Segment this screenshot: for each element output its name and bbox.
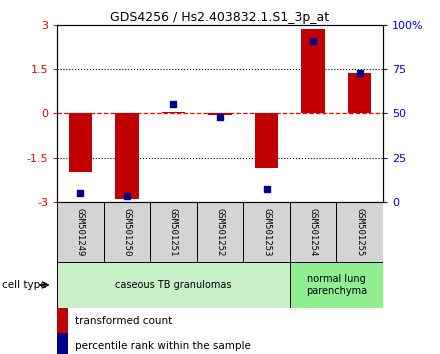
Bar (243, 202, 290, 262)
Bar (115, 113, 139, 199)
Title: GDS4256 / Hs2.403832.1.S1_3p_at: GDS4256 / Hs2.403832.1.S1_3p_at (110, 11, 330, 24)
Text: normal lung
parenchyma: normal lung parenchyma (306, 274, 367, 296)
Bar (209, 113, 231, 115)
Text: cell type: cell type (2, 280, 47, 290)
Bar (290, 202, 336, 262)
Text: GSM501253: GSM501253 (262, 208, 271, 256)
Bar (336, 202, 383, 262)
Bar (57, 333, 68, 354)
Bar (255, 113, 278, 168)
Bar (57, 308, 68, 333)
Text: GSM501255: GSM501255 (355, 208, 364, 256)
Text: caseous TB granulomas: caseous TB granulomas (115, 280, 232, 290)
Bar (290, 262, 383, 308)
Bar (57, 262, 290, 308)
Bar (57, 202, 104, 262)
Text: GSM501250: GSM501250 (122, 208, 132, 256)
Text: GSM501254: GSM501254 (308, 208, 318, 256)
Text: transformed count: transformed count (75, 316, 172, 326)
Text: GSM501252: GSM501252 (216, 208, 224, 256)
Bar (348, 74, 371, 113)
Text: GSM501249: GSM501249 (76, 208, 85, 256)
Bar (69, 113, 92, 172)
Bar (162, 112, 185, 113)
Bar (150, 202, 197, 262)
Bar (104, 202, 150, 262)
Text: percentile rank within the sample: percentile rank within the sample (75, 341, 251, 351)
Bar (301, 29, 325, 113)
Bar (197, 202, 243, 262)
Text: GSM501251: GSM501251 (169, 208, 178, 256)
